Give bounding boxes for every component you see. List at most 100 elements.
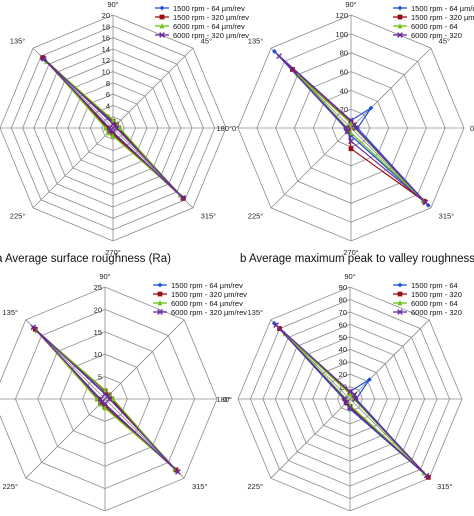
series-4 — [40, 55, 186, 201]
tick-label: 70 — [339, 308, 347, 317]
data-point — [347, 388, 353, 395]
angle-label: 315° — [437, 482, 453, 491]
data-point — [30, 324, 37, 331]
data-point — [40, 55, 47, 62]
radar-chart-d: 010203040506070809090°135°180°225°315°15… — [216, 272, 463, 512]
angle-label: 0° — [223, 395, 230, 404]
data-point — [117, 125, 123, 131]
legend-label: 6000 rpm - 320 — [411, 31, 462, 40]
caption-b: b Average maximum peak to valley roughne… — [240, 253, 474, 265]
legend-swatch-marker — [159, 32, 165, 38]
data-point — [97, 396, 104, 402]
data-point — [347, 406, 353, 412]
legend-swatch-marker — [157, 282, 163, 288]
data-point — [272, 49, 277, 54]
angle-label: 0° — [232, 124, 239, 133]
series-4 — [273, 322, 430, 479]
data-point — [110, 133, 116, 139]
tick-label: 80 — [340, 49, 348, 58]
angle-label: 0° — [470, 124, 474, 133]
data-point — [276, 53, 282, 59]
radar-chart-b: 0204060801001200°45°90°135°180°225°270°3… — [216, 0, 474, 257]
tick-label: 40 — [340, 86, 348, 95]
series-4 — [276, 53, 429, 206]
tick-label: 90 — [339, 283, 347, 292]
data-point — [348, 120, 354, 126]
grid-spoke — [112, 47, 194, 129]
tick-label: 18 — [102, 22, 110, 31]
angle-label: 90° — [344, 272, 355, 281]
legend-swatch-marker — [157, 291, 163, 297]
legend-label: 1500 rpm - 320 µm/rev — [173, 13, 249, 22]
data-point — [348, 117, 354, 124]
angle-label: 90° — [345, 0, 356, 9]
data-point — [110, 117, 116, 123]
series-4 — [30, 324, 181, 475]
legend-swatch-marker — [397, 309, 403, 315]
tick-label: 6 — [106, 90, 110, 99]
data-point — [347, 404, 353, 411]
data-point — [102, 391, 108, 397]
data-point — [425, 202, 431, 208]
grid-ring — [0, 286, 218, 512]
legend-swatch-marker — [159, 23, 165, 29]
angle-label: 225° — [248, 212, 264, 221]
legend-label: 6000 rpm - 64 — [411, 22, 458, 31]
tick-label: 20 — [340, 105, 348, 114]
data-point — [180, 195, 186, 201]
angle-label: 180° — [216, 124, 232, 133]
data-point — [343, 125, 350, 131]
legend-label: 1500 rpm - 320 µm/rev — [411, 13, 474, 22]
angle-label: 270° — [105, 248, 121, 257]
tick-label: 5 — [98, 373, 102, 382]
grid-spoke — [25, 398, 106, 479]
legend-label: 6000 rpm - 320 — [411, 308, 462, 317]
tick-label: 120 — [335, 11, 348, 20]
data-point — [423, 472, 430, 479]
grid-spoke — [270, 398, 351, 479]
data-point — [174, 468, 181, 475]
angle-label: 315° — [201, 212, 217, 221]
data-point — [348, 146, 354, 152]
angle-label: 90° — [99, 272, 110, 281]
angle-label: 135° — [248, 308, 264, 317]
legend-label: 6000 rpm - 320 µm/rev — [171, 308, 247, 317]
data-point — [352, 125, 359, 131]
legend-label: 6000 rpm - 64 µm/rev — [171, 299, 243, 308]
data-point — [368, 105, 374, 111]
angle-label: 315° — [439, 212, 455, 221]
angle-label: 135° — [3, 308, 19, 317]
data-point — [104, 125, 110, 131]
angle-label: 225° — [248, 482, 264, 491]
grid-spoke — [32, 127, 114, 209]
legend-label: 1500 rpm - 64 — [411, 281, 458, 290]
legend-label: 1500 rpm - 64 µm/rev — [411, 4, 474, 13]
radar-chart-a: 024681012141618200°45°90°135°225°270°315… — [0, 0, 249, 257]
data-point — [106, 396, 113, 402]
data-point — [348, 138, 354, 145]
tick-label: 20 — [102, 11, 110, 20]
data-point — [295, 71, 301, 78]
legend-swatch-marker — [397, 282, 403, 288]
data-point — [102, 387, 108, 393]
tick-label: 15 — [94, 328, 102, 337]
legend-swatch-marker — [159, 5, 165, 11]
legend-swatch-marker — [397, 14, 403, 20]
data-point — [344, 128, 351, 135]
data-point — [103, 125, 109, 131]
tick-label: 80 — [339, 295, 347, 304]
angle-label: 225° — [10, 212, 26, 221]
angle-label: 225° — [3, 482, 19, 491]
legend-swatch-marker — [397, 23, 403, 29]
tick-label: 10 — [94, 350, 102, 359]
data-point — [273, 322, 279, 328]
tick-label: 40 — [339, 345, 347, 354]
data-point — [366, 377, 372, 383]
angle-label: 135° — [10, 36, 26, 45]
tick-label: 14 — [102, 45, 110, 54]
